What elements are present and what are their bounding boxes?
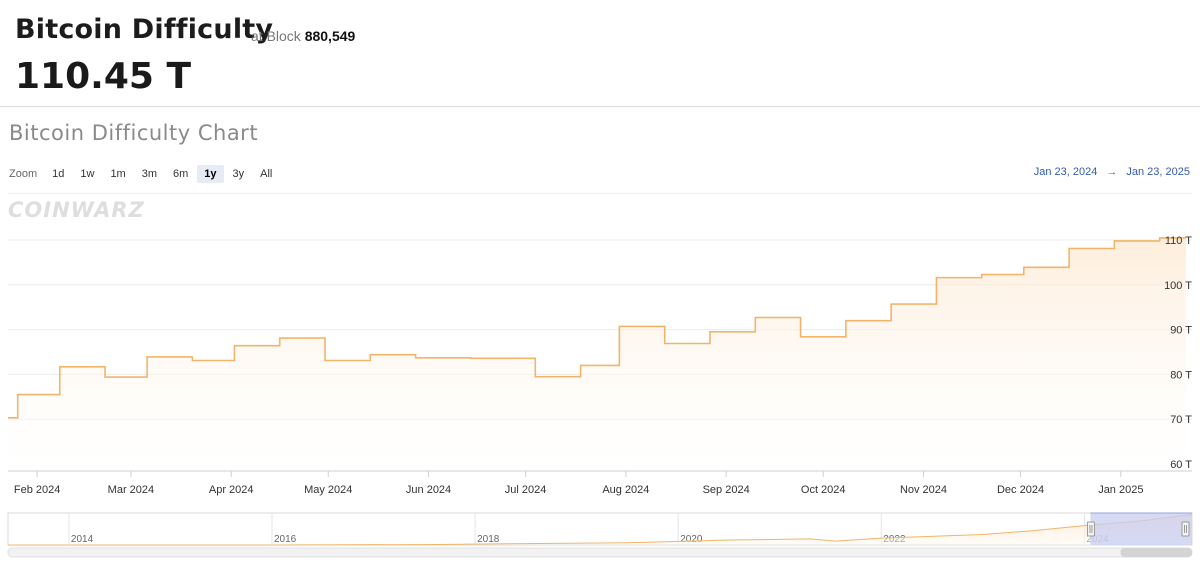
zoom-button-3m[interactable]: 3m [141,168,157,180]
zoom-button-1d[interactable]: 1d [52,168,65,180]
x-tick-label: Apr 2024 [209,484,254,496]
data-point[interactable] [190,358,195,363]
navigator-right-handle[interactable] [1181,521,1190,537]
navigator-year-label: 2020 [680,534,703,545]
difficulty-series-line [8,237,1186,419]
y-tick-label: 110 T [1165,235,1192,247]
data-point[interactable] [533,374,538,379]
data-point[interactable] [368,352,373,357]
y-tick-label: 70 T [1170,414,1192,426]
data-point[interactable] [15,392,20,397]
data-point[interactable] [798,334,803,339]
data-point[interactable] [145,354,150,359]
y-tick-label: 100 T [1164,280,1192,292]
navigator-year-label: 2018 [477,534,500,545]
x-tick-label: May 2024 [304,484,352,496]
zoom-button-1w[interactable]: 1w [80,168,95,180]
data-point[interactable] [6,415,11,420]
data-point[interactable] [57,364,62,369]
data-point[interactable] [889,302,894,307]
navigator-year-label: 2016 [274,534,297,545]
data-point[interactable] [707,329,712,334]
data-point[interactable] [103,375,108,380]
coinwarz-watermark-logo: COINWARZ [8,198,145,222]
block-number: 880,549 [304,28,356,44]
range-to-date[interactable]: Jan 23, 2025 [1126,166,1190,178]
data-point[interactable] [1021,265,1026,270]
y-tick-label: 60 T [1170,459,1192,471]
navigator-scrollbar-track[interactable] [7,547,1193,558]
y-tick-label: 90 T [1170,325,1192,337]
block-info: at Block 880,549 [251,28,355,44]
data-point[interactable] [232,343,237,348]
navigator-area-fill [8,514,1192,545]
x-tick-label: Dec 2024 [997,484,1044,496]
data-point[interactable] [578,363,583,368]
zoom-button-6m[interactable]: 6m [173,168,189,180]
navigator-year-label: 2014 [71,534,94,545]
x-tick-label: Jun 2024 [406,484,451,496]
page-title: Bitcoin Difficulty [15,14,274,45]
data-point[interactable] [468,356,473,361]
chart-top-divider [8,193,1192,194]
navigator-left-handle[interactable] [1086,521,1095,537]
data-point[interactable] [323,358,328,363]
zoom-button-3y[interactable]: 3y [232,168,245,180]
x-tick-label: Oct 2024 [801,484,846,496]
data-point[interactable] [617,324,622,329]
data-point[interactable] [277,336,282,341]
x-tick-label: Jan 2025 [1098,484,1143,496]
x-tick-label: Mar 2024 [108,484,154,496]
page-header: Bitcoin Difficulty at Block 880,549 110.… [0,0,1200,107]
data-point[interactable] [1067,246,1072,251]
navigator-series-line [7,514,1193,546]
zoom-button-1m[interactable]: 1m [110,168,126,180]
data-point[interactable] [753,315,758,320]
zoom-label: Zoom [9,168,38,180]
zoom-button-1y[interactable]: 1y [197,165,224,183]
x-tick-label: Aug 2024 [602,484,649,496]
x-tick-label: Jul 2024 [505,484,547,496]
at-block-label: at Block [251,28,301,44]
data-point[interactable] [979,272,984,277]
current-difficulty-value: 110.45 T [15,56,192,97]
range-from-date[interactable]: Jan 23, 2024 [1033,166,1098,178]
data-point[interactable] [1157,235,1162,240]
navigator-selection-mask[interactable] [1090,513,1192,545]
x-tick-label: Nov 2024 [900,484,947,496]
x-tick-label: Feb 2024 [14,484,60,496]
navigator-scrollbar-thumb[interactable] [1120,548,1192,557]
difficulty-area-fill [8,237,1186,471]
data-point[interactable] [662,341,667,346]
zoom-button-all[interactable]: All [260,168,273,180]
x-tick-label: Sep 2024 [703,484,750,496]
range-arrow-icon: → [1106,166,1118,178]
data-point[interactable] [843,318,848,323]
y-tick-label: 80 T [1170,369,1192,381]
zoom-selector: Zoom 1d 1w 1m 3m 6m 1y 3y All [9,163,281,185]
data-point[interactable] [934,275,939,280]
data-point[interactable] [1112,238,1117,243]
data-point[interactable] [413,355,418,360]
date-range: Jan 23, 2024 → Jan 23, 2025 [1034,166,1190,178]
chart-title: Bitcoin Difficulty Chart [9,121,259,145]
